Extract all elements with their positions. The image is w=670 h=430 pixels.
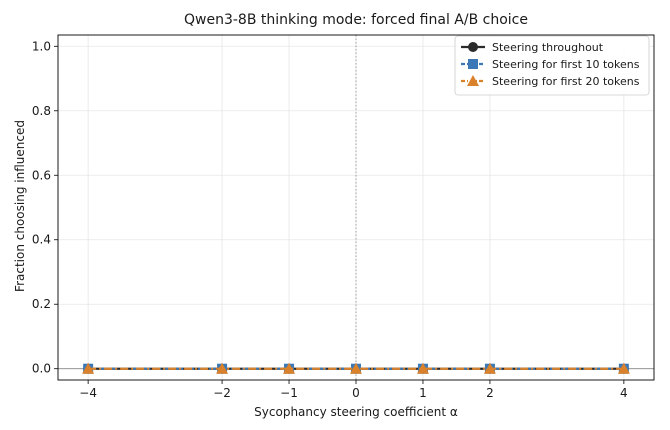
data-point	[350, 362, 362, 374]
y-tick-label: 0.2	[32, 297, 51, 311]
x-tick-label: −2	[213, 386, 231, 400]
x-tick-label: −1	[280, 386, 298, 400]
x-tick-label: −4	[79, 386, 97, 400]
legend-swatch-marker	[467, 75, 479, 86]
data-point	[617, 362, 630, 374]
legend-item: Steering throughout	[461, 41, 604, 54]
x-ticks: −4 −2 −1 0 1 2 4	[79, 380, 628, 400]
chart-title: Qwen3-8B thinking mode: forced final A/B…	[184, 12, 528, 28]
data-point	[216, 362, 229, 374]
x-axis-label: Sycophancy steering coefficient α	[254, 405, 458, 419]
y-ticks: 0.0 0.2 0.4 0.6 0.8 1.0	[32, 39, 58, 376]
data-point	[483, 362, 496, 374]
x-tick-label: 0	[352, 386, 360, 400]
legend-label: Steering for first 10 tokens	[492, 58, 640, 71]
y-tick-label: 0.4	[32, 233, 51, 247]
legend-item: Steering for first 10 tokens	[461, 58, 640, 71]
x-tick-label: 2	[486, 386, 494, 400]
legend-label: Steering for first 20 tokens	[492, 75, 640, 88]
y-tick-label: 1.0	[32, 39, 51, 53]
series-layer	[82, 362, 630, 374]
data-point	[82, 362, 95, 374]
y-tick-label: 0.0	[32, 362, 51, 376]
data-point	[416, 362, 429, 374]
legend-swatch-marker	[468, 59, 478, 69]
legend: Steering throughout Steering for first 10…	[454, 35, 650, 96]
series-3	[82, 362, 630, 374]
y-axis-label: Fraction choosing influenced	[13, 120, 27, 292]
x-tick-label: 4	[620, 386, 628, 400]
legend-item: Steering for first 20 tokens	[461, 75, 640, 88]
data-point	[283, 362, 296, 374]
legend-box	[454, 35, 650, 96]
y-tick-label: 0.6	[32, 168, 51, 182]
legend-label: Steering throughout	[492, 41, 604, 54]
y-tick-label: 0.8	[32, 104, 51, 118]
legend-swatch-marker	[468, 42, 478, 52]
x-tick-label: 1	[419, 386, 427, 400]
